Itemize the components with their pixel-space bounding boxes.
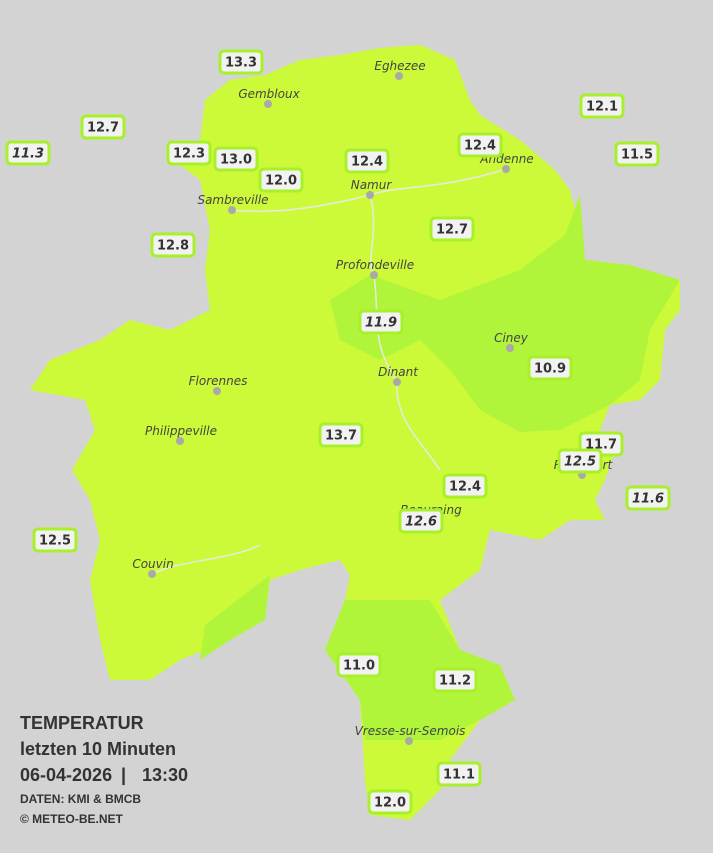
station-value: 11.0	[343, 659, 375, 674]
station-box	[367, 789, 413, 815]
city-name: Florennes	[189, 374, 248, 388]
station-value: 12.4	[449, 480, 481, 495]
station-box	[32, 527, 78, 553]
station-box	[150, 232, 196, 258]
city-name: Namur	[351, 178, 393, 192]
station-value: 12.5	[39, 534, 71, 549]
city-dot	[264, 100, 272, 108]
legend-time: 13:30	[142, 765, 188, 785]
station-box	[80, 114, 126, 140]
station-box	[258, 167, 304, 193]
station-value: 12.0	[265, 174, 297, 189]
station-box	[166, 140, 212, 166]
city-name: Dinant	[378, 365, 419, 379]
city-dot	[366, 191, 374, 199]
city-name: Sambreville	[197, 193, 268, 207]
legend-source: DATEN: KMI & BMCB	[20, 792, 141, 806]
station-value: 12.4	[351, 155, 383, 170]
city-dot	[148, 570, 156, 578]
station-box	[318, 422, 364, 448]
city-name: Eghezee	[374, 59, 425, 73]
station-value: 12.8	[157, 239, 189, 254]
city-name: Vresse-sur-Semois	[355, 724, 466, 738]
city-name: Profondeville	[336, 258, 414, 272]
city-dot	[506, 344, 514, 352]
station-box	[398, 508, 444, 534]
station-value: 13.7	[325, 429, 357, 444]
station-value: 11.5	[621, 148, 653, 163]
station-value: 12.6	[405, 515, 437, 530]
station-box	[625, 485, 671, 511]
station-value: 10.9	[534, 362, 566, 377]
station-box	[442, 473, 488, 499]
station-box	[457, 132, 503, 158]
station-value: 11.9	[365, 316, 397, 331]
city-dot	[176, 437, 184, 445]
station-value: 11.6	[632, 492, 664, 507]
city-dot	[213, 387, 221, 395]
station-box	[344, 148, 390, 174]
city-name: Couvin	[132, 557, 173, 571]
station-value: 12.4	[464, 139, 496, 154]
station-value: 11.3	[12, 147, 44, 162]
city-dot	[395, 72, 403, 80]
city-name: Philippeville	[145, 424, 217, 438]
station-box	[432, 667, 478, 693]
station-value: 12.1	[586, 100, 618, 115]
station-box	[5, 140, 51, 166]
zone-cooler	[330, 195, 680, 432]
station-value: 12.3	[173, 147, 205, 162]
station-value: 13.0	[220, 153, 252, 168]
city-dot	[502, 165, 510, 173]
station-box	[218, 49, 264, 75]
city-dot	[370, 271, 378, 279]
station-box	[579, 93, 625, 119]
zone-cooler	[200, 575, 270, 660]
city-name: Gembloux	[238, 87, 300, 101]
station-value: 12.7	[87, 121, 119, 136]
legend-title: TEMPERATUR	[20, 713, 144, 733]
station-value: 12.7	[436, 223, 468, 238]
legend-period: letzten 10 Minuten	[20, 739, 176, 759]
station-box	[429, 216, 475, 242]
station-value: 13.3	[225, 56, 257, 71]
zone-cooler	[325, 600, 515, 740]
legend-date: 06-04-2026	[20, 765, 112, 785]
station-value: 11.2	[439, 674, 471, 689]
station-box	[358, 309, 404, 335]
city-dot	[405, 737, 413, 745]
station-box	[614, 141, 660, 167]
station-value: 12.5	[564, 455, 596, 470]
station-value: 12.0	[374, 796, 406, 811]
station-value: 11.1	[443, 768, 475, 783]
city-name: Ciney	[494, 331, 529, 345]
station-box	[436, 761, 482, 787]
legend-separator: |	[121, 765, 126, 785]
station-box	[527, 355, 573, 381]
city-dot	[393, 378, 401, 386]
station-box	[336, 652, 382, 678]
legend-copyright: © METEO-BE.NET	[20, 812, 124, 826]
station-box	[557, 448, 603, 474]
station-box	[213, 146, 259, 172]
city-dot	[228, 206, 236, 214]
